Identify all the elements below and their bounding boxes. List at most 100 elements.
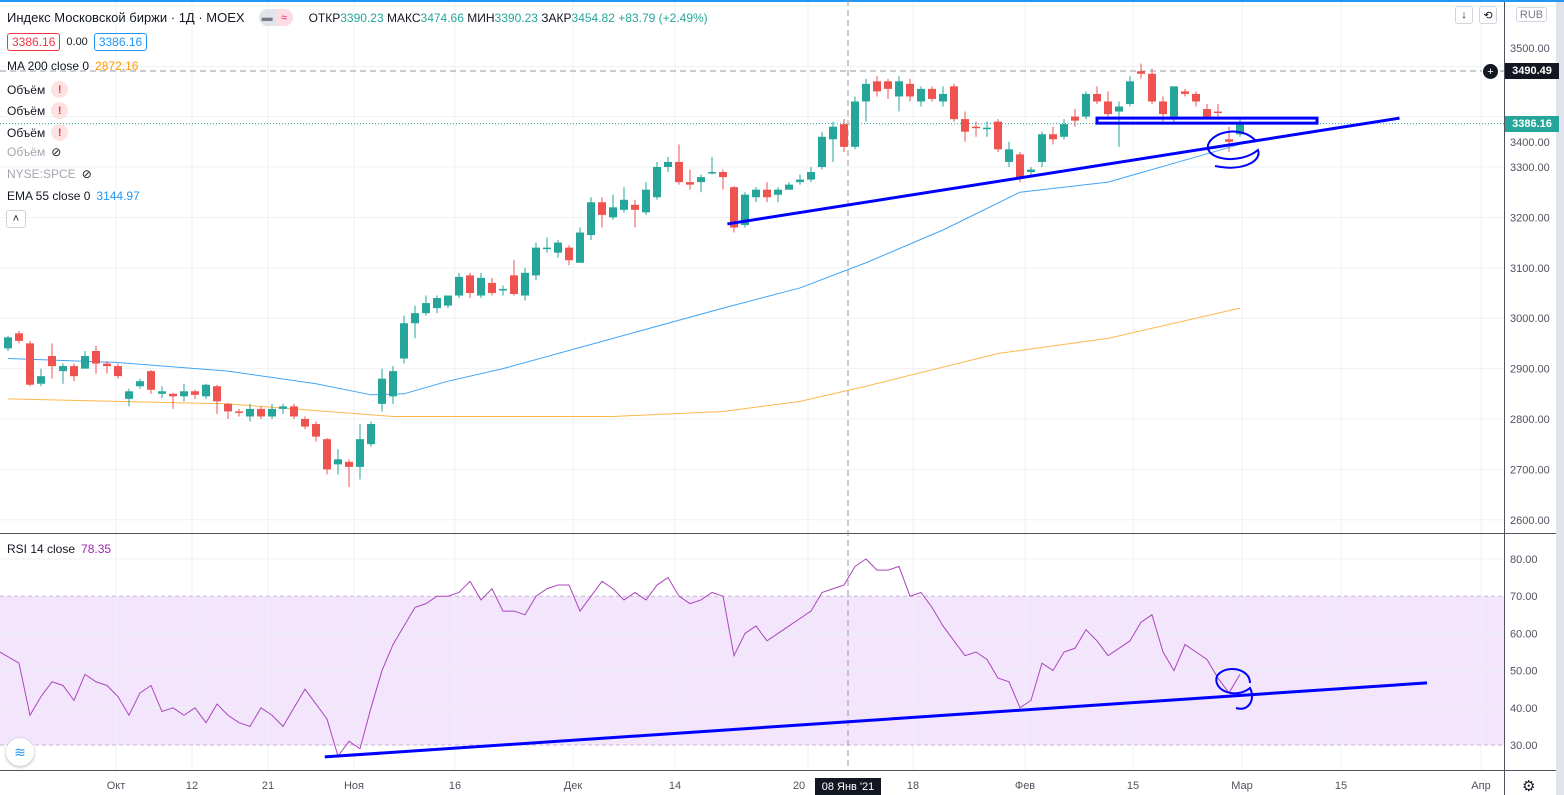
- candle: [840, 119, 848, 152]
- candle: [1060, 119, 1068, 140]
- candle: [763, 182, 771, 203]
- volume-legend-1[interactable]: Объём!: [7, 81, 69, 98]
- candle: [422, 295, 430, 316]
- sell-price-button[interactable]: 3386.16: [7, 33, 61, 51]
- price-tick-label: 3500.00: [1510, 43, 1550, 55]
- scroll-down-button[interactable]: ↓: [1455, 6, 1473, 24]
- candle: [928, 86, 936, 102]
- candle-body: [136, 381, 144, 387]
- rsi-legend[interactable]: RSI 14 close 78.35: [7, 542, 112, 556]
- candle-body: [466, 275, 474, 293]
- candle: [653, 161, 661, 200]
- candle-body: [774, 189, 782, 195]
- volume-legend-3[interactable]: Объём!: [7, 124, 69, 141]
- candle: [15, 330, 23, 344]
- price-tick-label: 3100.00: [1510, 263, 1550, 275]
- candle: [48, 343, 56, 379]
- price-tick-label: 3000.00: [1510, 313, 1550, 325]
- candle: [774, 187, 782, 203]
- candle: [1192, 91, 1200, 107]
- candle-body: [950, 86, 958, 120]
- candle: [257, 406, 265, 419]
- candle: [807, 167, 815, 183]
- candle-body: [224, 403, 232, 412]
- candle: [697, 174, 705, 193]
- chevron-up-icon: ˄: [12, 213, 20, 225]
- candle-body: [279, 406, 287, 409]
- symbol-title[interactable]: Индекс Московской биржи · 1Д · MOEX: [7, 10, 245, 25]
- warning-icon: !: [51, 81, 69, 98]
- ma200-legend[interactable]: MA 200 close 0 2872.16: [7, 59, 139, 73]
- candle-body: [37, 376, 45, 384]
- volume-legend-2[interactable]: Объём!: [7, 102, 69, 119]
- candle-body: [851, 101, 859, 147]
- time-tick-label: 14: [669, 780, 681, 792]
- compare-toggle[interactable]: ▬ ≈: [258, 9, 293, 26]
- tradingview-logo-icon[interactable]: ≋: [6, 738, 34, 766]
- collapse-legend-button[interactable]: ˄: [6, 210, 26, 228]
- candle-body: [1225, 139, 1233, 142]
- candle-body: [642, 189, 650, 213]
- candle: [818, 131, 826, 170]
- price-tick-label: 3200.00: [1510, 212, 1550, 224]
- candle: [191, 389, 199, 399]
- candle: [752, 187, 760, 203]
- candle-body: [1016, 154, 1024, 178]
- candle-body: [114, 366, 122, 377]
- candle: [620, 187, 628, 213]
- crosshair-time-label: 08 Янв '21: [815, 778, 881, 795]
- candle: [59, 363, 67, 384]
- candle: [279, 403, 287, 414]
- volume-legend-4[interactable]: Объём ⊘: [7, 145, 62, 159]
- candle-body: [499, 288, 507, 291]
- candle-body: [796, 179, 804, 183]
- buy-price-button[interactable]: 3386.16: [93, 33, 148, 51]
- candle-body: [213, 386, 221, 402]
- time-tick-label: Мар: [1231, 780, 1253, 792]
- candle: [675, 144, 683, 185]
- candle-body: [92, 350, 100, 364]
- candle: [466, 272, 474, 299]
- ema55-legend[interactable]: EMA 55 close 0 3144.97: [7, 189, 140, 203]
- candle: [950, 83, 958, 122]
- settings-gear-icon[interactable]: ⚙: [1522, 778, 1536, 795]
- freehand-circle-price: [1206, 130, 1260, 169]
- time-tick-label: Окт: [107, 780, 126, 792]
- candle-body: [4, 337, 12, 349]
- candle-body: [477, 277, 485, 296]
- candle: [345, 459, 353, 488]
- candle-body: [752, 189, 760, 198]
- rsi-tick-label: 60.00: [1510, 628, 1538, 640]
- candle: [554, 240, 562, 258]
- candle-body: [1082, 93, 1090, 117]
- spce-legend[interactable]: NYSE:SPCE ⊘: [7, 167, 92, 181]
- auto-scale-button[interactable]: ⟲: [1479, 6, 1497, 24]
- candle-body: [257, 408, 265, 417]
- candle-body: [895, 81, 903, 97]
- candle: [92, 345, 100, 374]
- candle: [796, 174, 804, 185]
- candle: [378, 368, 386, 412]
- candle-body: [356, 439, 364, 467]
- candle-body: [708, 172, 716, 174]
- candle: [851, 96, 859, 150]
- candle-body: [609, 207, 617, 218]
- hidden-eye-icon[interactable]: ⊘: [81, 167, 92, 181]
- time-tick-label: Фев: [1015, 780, 1035, 792]
- currency-button[interactable]: RUB: [1516, 7, 1547, 22]
- candle: [312, 421, 320, 442]
- candle-body: [312, 424, 320, 437]
- candle: [785, 182, 793, 190]
- add-plus-icon[interactable]: +: [1482, 63, 1499, 80]
- hidden-eye-icon[interactable]: ⊘: [51, 145, 62, 159]
- candle: [631, 199, 639, 228]
- candle: [125, 388, 133, 407]
- candle-body: [1159, 101, 1167, 115]
- candle-body: [389, 371, 397, 397]
- rsi-trendline-drawing: [324, 681, 1428, 759]
- candle: [81, 350, 89, 369]
- candle: [532, 242, 540, 281]
- candle: [367, 421, 375, 447]
- candle-body: [59, 366, 67, 372]
